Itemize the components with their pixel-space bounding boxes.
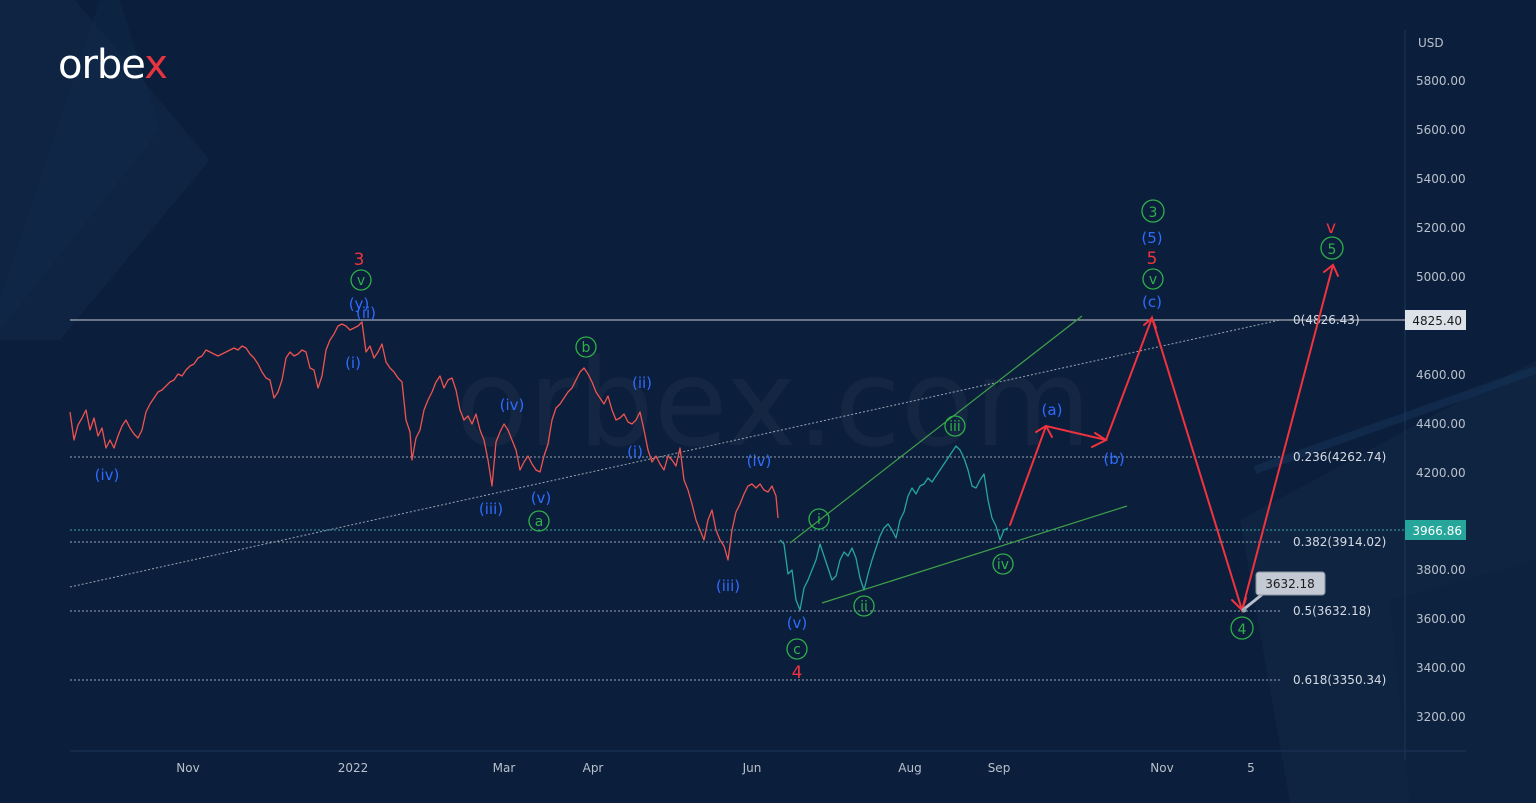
wave-label-blue-i: (i): [345, 354, 361, 372]
horizontal-line-price-value: 4825.40: [1412, 314, 1462, 328]
wave-label-green-i: i: [817, 512, 821, 528]
price-tick: 5000.00: [1416, 270, 1466, 284]
time-tick: Sep: [988, 761, 1011, 775]
time-tick: Jun: [742, 761, 762, 775]
wave-label-green-ii: ii: [860, 599, 868, 615]
price-tick: 3800.00: [1416, 563, 1466, 577]
price-tick: 5400.00: [1416, 172, 1466, 186]
wave-channel[interactable]: [789, 315, 1128, 604]
wave-label-blue-a: (a): [1042, 401, 1063, 419]
price-tick: 3200.00: [1416, 710, 1466, 724]
time-tick: 2022: [338, 761, 369, 775]
price-tick: 5600.00: [1416, 123, 1466, 137]
wave-label-blue-v-2: (v): [787, 614, 808, 632]
logo-accent: x: [144, 42, 168, 88]
time-tick: 5: [1247, 761, 1255, 775]
wave-label-blue-iii-2: (iii): [716, 577, 740, 595]
wave-label-green-iii: iii: [949, 419, 961, 435]
fib-label-0236: 0.236(4262.74): [1293, 450, 1386, 464]
target-callout-value: 3632.18: [1265, 577, 1315, 591]
wave-label-green-v-2: v: [1149, 272, 1157, 288]
trendline[interactable]: [69, 319, 1281, 588]
wave-label-blue-i-2: (i): [627, 443, 643, 461]
price-series: [69, 321, 1009, 611]
logo-text: orbe: [58, 42, 145, 88]
wave-label-blue-iv-3: (iv): [747, 452, 772, 470]
green-wave-markers: [350, 199, 1344, 660]
orbex-logo: orbex: [58, 42, 168, 88]
fib-label-0: 0(4826.43): [1293, 313, 1360, 327]
wave-label-blue-iii: (iii): [479, 500, 503, 518]
price-tick: 4600.00: [1416, 368, 1466, 382]
wave-label-green-a: a: [535, 514, 544, 530]
wave-label-blue-iv: (iv): [95, 466, 120, 484]
projection-path[interactable]: [1009, 263, 1339, 614]
fib-label-0618: 0.618(3350.34): [1293, 673, 1386, 687]
currency-label: USD: [1418, 36, 1444, 50]
price-tick: 4400.00: [1416, 417, 1466, 431]
wave-label-blue-c: (c): [1142, 293, 1162, 311]
time-tick: Mar: [493, 761, 516, 775]
last-price-tag: 3966.86: [1405, 520, 1466, 540]
wave-label-blue-v: (v): [531, 489, 552, 507]
fibonacci-levels: [70, 456, 1405, 681]
wave-label-green-iv: iv: [997, 557, 1009, 573]
watermark: orbex.com: [455, 335, 1091, 474]
wave-label-green-5: 5: [1328, 242, 1337, 258]
wave-label-red-5: 5: [1147, 249, 1158, 269]
wave-label-red-3: 3: [354, 250, 365, 270]
fib-label-0382: 0.382(3914.02): [1293, 535, 1386, 549]
price-tick: 4200.00: [1416, 466, 1466, 480]
last-price-value: 3966.86: [1412, 524, 1462, 538]
price-tick: 3400.00: [1416, 661, 1466, 675]
wave-label-blue-b: (b): [1103, 450, 1124, 468]
wave-label-green-v: v: [357, 273, 365, 289]
wave-label-blue-iv-2: (iv): [500, 396, 525, 414]
wave-label-green-c: c: [793, 642, 801, 658]
target-callout: 3632.18: [1241, 571, 1326, 613]
price-tick: 3600.00: [1416, 612, 1466, 626]
wave-label-green-3: 3: [1149, 205, 1158, 221]
time-tick: Apr: [583, 761, 604, 775]
price-axis[interactable]: USD 5800.00 5600.00 5400.00 5200.00 5000…: [1416, 36, 1466, 724]
fib-label-05: 0.5(3632.18): [1293, 604, 1371, 618]
wave-label-red-4: 4: [792, 663, 803, 683]
price-tick: 5200.00: [1416, 221, 1466, 235]
wave-label-blue-ii: (ii): [356, 304, 376, 322]
wave-label-green-b: b: [582, 340, 591, 356]
wave-label-blue-y: (y): [349, 295, 370, 313]
wave-label-blue-5: (5): [1141, 229, 1162, 247]
time-axis[interactable]: Nov 2022 Mar Apr Jun Aug Sep Nov 5: [176, 761, 1255, 775]
horizontal-line-price-tag: 4825.40: [1405, 310, 1466, 330]
time-tick: Nov: [176, 761, 199, 775]
time-tick: Aug: [898, 761, 921, 775]
wave-label-green-4: 4: [1238, 622, 1247, 638]
time-tick: Nov: [1150, 761, 1173, 775]
wave-label-blue-ii-2: (ii): [632, 374, 652, 392]
wave-label-red-v: v: [1326, 218, 1336, 238]
price-tick: 5800.00: [1416, 74, 1466, 88]
